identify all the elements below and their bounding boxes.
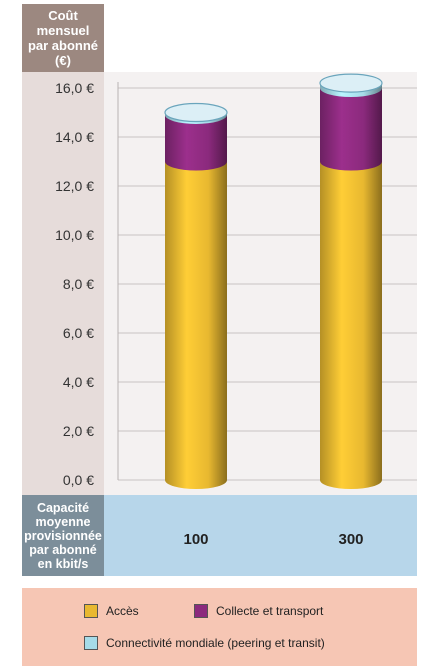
y-tick-label: 4,0 € [63, 374, 94, 390]
legend-item-acces: Accès [84, 604, 139, 618]
y-axis-title: Coût mensuel par abonné (€) [22, 4, 104, 72]
bar-top [319, 73, 383, 93]
y-tick-label: 2,0 € [63, 423, 94, 439]
legend: Accès Collecte et transport Connectivité… [22, 588, 417, 666]
y-tick-label: 14,0 € [55, 129, 94, 145]
legend-label-collecte: Collecte et transport [216, 604, 324, 618]
legend-item-connectivite: Connectivité mondiale (peering et transi… [84, 636, 325, 650]
x-tick-label: 100 [183, 531, 208, 548]
legend-swatch-collecte [194, 604, 208, 618]
legend-swatch-connectivite [84, 636, 98, 650]
legend-swatch-acces [84, 604, 98, 618]
bar-segment [165, 161, 227, 489]
y-tick-label: 0,0 € [63, 472, 94, 488]
y-tick-label: 16,0 € [55, 80, 94, 96]
bar-segment [320, 161, 382, 489]
x-tick-label: 300 [338, 531, 363, 548]
legend-label-acces: Accès [106, 604, 139, 618]
legend-label-connectivite: Connectivité mondiale (peering et transi… [106, 636, 325, 650]
y-tick-label: 12,0 € [55, 178, 94, 194]
y-axis-strip [22, 72, 104, 495]
bar-segment [320, 88, 382, 171]
y-tick-label: 8,0 € [63, 276, 94, 292]
bar-segment [165, 114, 227, 171]
x-axis-band [104, 495, 417, 576]
x-axis-title: Capacité moyenne provisionnée par abonné… [22, 495, 104, 576]
bar-top [164, 102, 228, 123]
y-tick-label: 10,0 € [55, 227, 94, 243]
legend-item-collecte: Collecte et transport [194, 604, 323, 618]
y-tick-label: 6,0 € [63, 325, 94, 341]
